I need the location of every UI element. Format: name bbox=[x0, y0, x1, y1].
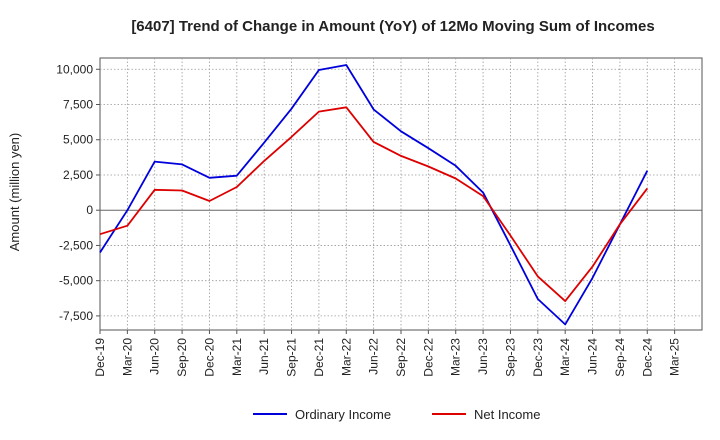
legend-label-ordinary-income: Ordinary Income bbox=[295, 407, 391, 422]
chart-title: [6407] Trend of Change in Amount (YoY) o… bbox=[131, 18, 654, 35]
y-tick-label: 7,500 bbox=[63, 98, 93, 112]
ordinary-income-line bbox=[99, 64, 649, 326]
x-tick-label: Jun-23 bbox=[476, 338, 490, 375]
x-tick-label: Mar-21 bbox=[230, 338, 244, 376]
x-tick-label: Sep-24 bbox=[613, 338, 627, 377]
x-tick-label: Sep-22 bbox=[394, 338, 408, 377]
legend-label-net-income: Net Income bbox=[474, 407, 540, 422]
legend: Ordinary Income Net Income bbox=[253, 407, 540, 422]
x-tick-label: Mar-24 bbox=[558, 338, 572, 376]
x-tick-label: Jun-20 bbox=[148, 338, 162, 375]
y-axis-label: Amount (million yen) bbox=[7, 133, 22, 252]
y-tick-label: -7,500 bbox=[59, 309, 93, 323]
x-tick-label: Dec-23 bbox=[531, 338, 545, 377]
x-tick-label: Sep-21 bbox=[285, 338, 299, 377]
y-tick-label: 5,000 bbox=[63, 133, 93, 147]
x-tick-label: Mar-25 bbox=[668, 338, 682, 376]
x-tick-label: Mar-22 bbox=[339, 338, 353, 376]
y-tick-label: 2,500 bbox=[63, 168, 93, 182]
x-tick-label: Jun-24 bbox=[586, 338, 600, 375]
y-axis-ticks: 10,000 7,500 5,000 2,500 0 -2,500 -5,000 -7,500 bbox=[56, 62, 100, 323]
x-tick-label: Sep-23 bbox=[503, 338, 517, 377]
x-tick-label: Dec-20 bbox=[202, 338, 216, 377]
x-tick-label: Dec-21 bbox=[312, 338, 326, 377]
x-tick-label: Jun-21 bbox=[257, 338, 271, 375]
x-tick-label: Jun-22 bbox=[367, 338, 381, 375]
y-tick-label: -5,000 bbox=[59, 274, 93, 288]
x-tick-label: Mar-20 bbox=[120, 338, 134, 376]
x-axis-ticks: Dec-19 Mar-20 Jun-20 Sep-20 Dec-20 Mar-21 Jun-… bbox=[93, 330, 682, 377]
x-tick-label: Dec-22 bbox=[421, 338, 435, 377]
x-tick-label: Dec-24 bbox=[640, 338, 654, 377]
y-tick-label: 10,000 bbox=[56, 62, 93, 76]
x-tick-label: Dec-19 bbox=[93, 338, 107, 377]
series-lines bbox=[99, 64, 649, 326]
x-tick-label: Sep-20 bbox=[175, 338, 189, 377]
y-tick-label: 0 bbox=[86, 203, 93, 217]
x-tick-label: Mar-23 bbox=[449, 338, 463, 376]
plot-area bbox=[99, 57, 703, 331]
net-income-line bbox=[99, 106, 649, 303]
y-tick-label: -2,500 bbox=[59, 238, 93, 252]
grid-lines bbox=[100, 58, 702, 330]
